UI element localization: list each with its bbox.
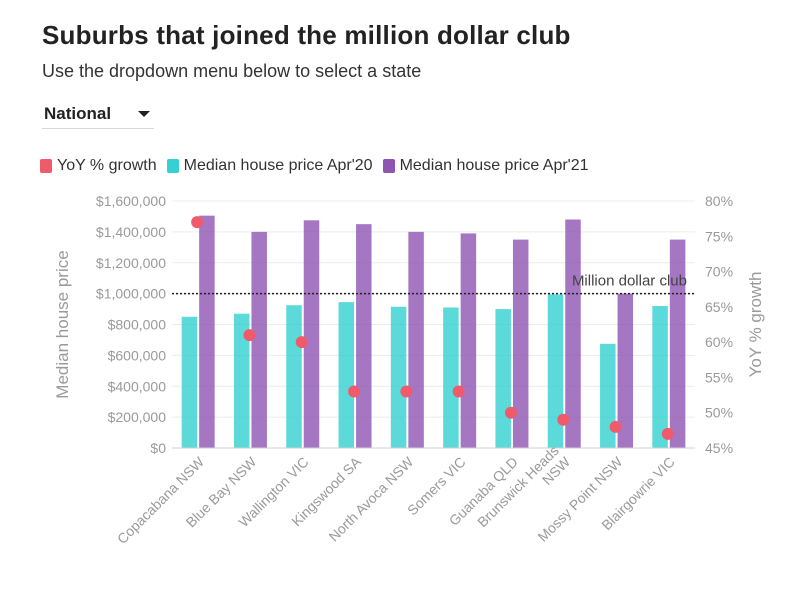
x-tick-label: Mossy Point NSW — [534, 453, 626, 545]
legend-swatch-apr20 — [166, 159, 179, 173]
legend-label-apr21: Median house price Apr'21 — [399, 157, 589, 174]
y-tick-label: $1,600,000 — [96, 193, 166, 209]
yoy-point — [557, 413, 570, 426]
legend-label-apr20: Median house price Apr'20 — [183, 157, 373, 174]
x-tick-label-group: Somers VIC — [404, 454, 469, 519]
chevron-down-icon — [138, 111, 150, 117]
legend-item-apr21[interactable]: Median house price Apr'21 — [382, 157, 589, 175]
bar-apr20 — [390, 306, 407, 448]
bar-apr21 — [460, 233, 477, 448]
x-tick-label-group: Blue Bay NSW — [183, 453, 260, 530]
bar-apr20 — [495, 309, 511, 448]
reference-line-label: Million dollar club — [572, 273, 687, 290]
bar-apr21 — [617, 293, 634, 448]
y2-tick-label: 75% — [705, 228, 733, 244]
x-tick-label-group: North Avoca NSW — [325, 453, 416, 544]
yoy-point — [504, 406, 517, 419]
reference-line-group: Million dollar club — [172, 273, 695, 295]
bar-apr20 — [443, 307, 459, 448]
y-tick-label: $400,000 — [108, 378, 167, 394]
x-tick-label: Copacabana NSW — [114, 453, 208, 547]
x-tick-label: NSW — [539, 453, 574, 488]
x-tick-label: Guanaba QLD — [446, 454, 521, 529]
yoy-point — [452, 385, 465, 398]
yoy-points — [191, 216, 674, 440]
y2-tick-label: 50% — [705, 405, 733, 421]
y2-tick-label: 80% — [705, 193, 733, 209]
bar-apr20 — [233, 313, 250, 448]
x-tick-label: Blairgowrie VIC — [598, 454, 678, 534]
chart-title: Suburbs that joined the million dollar c… — [42, 20, 571, 50]
state-dropdown-value: National — [44, 104, 112, 123]
bars — [181, 215, 686, 448]
x-tick-label: Somers VIC — [404, 454, 469, 519]
bar-apr21 — [565, 219, 581, 448]
x-tick-label-group: Wallington VIC — [235, 454, 311, 530]
bar-apr20 — [286, 305, 302, 448]
bar-apr20 — [652, 305, 668, 448]
yoy-point — [243, 329, 256, 342]
legend-item-yoy[interactable]: YoY % growth — [40, 157, 157, 175]
x-tick-label: Wallington VIC — [235, 454, 311, 530]
y-tick-label: $0 — [150, 440, 166, 456]
gridlines — [172, 200, 695, 449]
yoy-point — [348, 385, 361, 398]
x-tick-label-group: Blairgowrie VIC — [598, 454, 678, 534]
x-tick-label-group: Kingswood SA — [288, 453, 364, 529]
y2-tick-label: 65% — [705, 299, 733, 315]
bar-apr20 — [181, 316, 198, 448]
bar-apr20 — [600, 343, 616, 448]
bar-apr20 — [547, 294, 564, 448]
legend-swatch-apr21 — [382, 159, 395, 173]
y-tick-label: $600,000 — [108, 347, 167, 363]
bar-apr21 — [408, 231, 424, 448]
x-tick-label-group: Guanaba QLD — [446, 454, 521, 529]
x-tick-label-group: Copacabana NSW — [114, 453, 208, 547]
bar-apr21 — [512, 239, 529, 448]
y-tick-label: $800,000 — [108, 317, 167, 333]
y-axis-title: Median house price — [53, 250, 72, 398]
y2-tick-label: 45% — [705, 440, 733, 456]
yoy-point — [400, 385, 413, 398]
bar-apr21 — [251, 231, 267, 448]
state-dropdown[interactable]: National — [42, 100, 154, 129]
bar-apr20 — [338, 302, 355, 448]
y-tick-label: $1,200,000 — [96, 255, 166, 271]
chart-subtitle: Use the dropdown menu below to select a … — [42, 61, 422, 81]
yoy-point — [609, 420, 622, 433]
yoy-point — [191, 216, 204, 229]
bar-apr21 — [199, 215, 215, 448]
y2-axis-title: YoY % growth — [746, 272, 765, 378]
y2-tick-label: 60% — [705, 334, 733, 350]
bar-apr21 — [356, 224, 372, 448]
legend-item-apr20[interactable]: Median house price Apr'20 — [166, 157, 373, 175]
chart-legend: YoY % growth Median house price Apr'20 M… — [40, 157, 599, 175]
x-tick-label-group: Mossy Point NSW — [534, 453, 626, 545]
legend-swatch-yoy — [40, 159, 52, 173]
y-tick-label: $1,400,000 — [96, 224, 166, 240]
y-tick-label: $200,000 — [108, 409, 167, 425]
x-tick-label: Kingswood SA — [288, 453, 364, 529]
bar-apr21 — [303, 220, 320, 448]
y2-tick-label: 55% — [705, 369, 733, 385]
x-tick-label: Blue Bay NSW — [183, 453, 260, 530]
bar-apr21 — [669, 239, 686, 448]
axes: $0 $200,000 $400,000 $600,000 $800,000 $1,000… — [53, 193, 765, 547]
y-tick-label: $1,000,000 — [96, 286, 166, 302]
yoy-point — [295, 336, 308, 349]
legend-label-yoy: YoY % growth — [57, 157, 157, 174]
x-tick-label: North Avoca NSW — [325, 453, 416, 544]
x-tick-label: Brunswick Heads — [474, 442, 562, 530]
yoy-point — [661, 427, 674, 440]
y2-tick-label: 70% — [705, 264, 733, 280]
